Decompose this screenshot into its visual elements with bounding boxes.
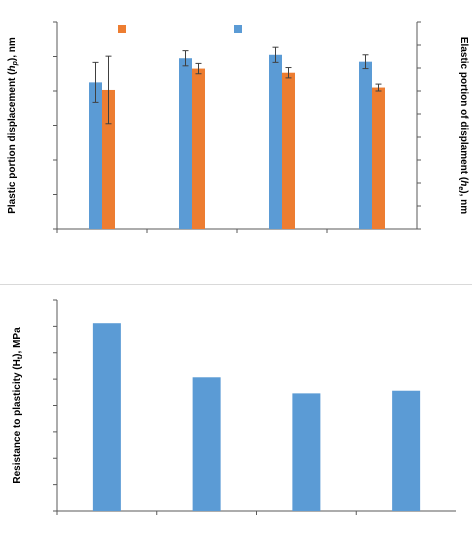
bar-elastic xyxy=(282,72,295,229)
chart-b: Resistance to plasticity (Ht), MPa xyxy=(12,299,456,515)
bar-plastic xyxy=(269,54,282,230)
y-axis-left-title: Plastic portion displacement (hp), nm xyxy=(7,37,19,214)
legend-swatch-elastic xyxy=(118,25,126,33)
bar-elastic xyxy=(192,68,205,229)
bar-resistance xyxy=(292,393,321,511)
chart-a-panel: Plastic portion displacement (hp), nm Ela… xyxy=(7,21,469,233)
bar-plastic xyxy=(179,58,192,229)
bar-resistance xyxy=(92,323,121,511)
bar-resistance xyxy=(392,390,421,511)
y-axis-title: Resistance to plasticity (Ht), MPa xyxy=(12,327,24,484)
legend-swatch-plastic xyxy=(234,25,242,33)
bar-plastic xyxy=(89,82,102,229)
chart-a: Plastic portion displacement (hp), nm Ela… xyxy=(7,21,469,233)
bar-elastic xyxy=(102,89,115,229)
bar-resistance xyxy=(192,377,221,511)
y-axis-right-title: Elastic portion of displament (he), nm xyxy=(457,37,469,214)
bar-elastic xyxy=(372,87,385,229)
chart-b-panel: Resistance to plasticity (Ht), MPa xyxy=(0,284,472,551)
bar-plastic xyxy=(359,61,372,229)
